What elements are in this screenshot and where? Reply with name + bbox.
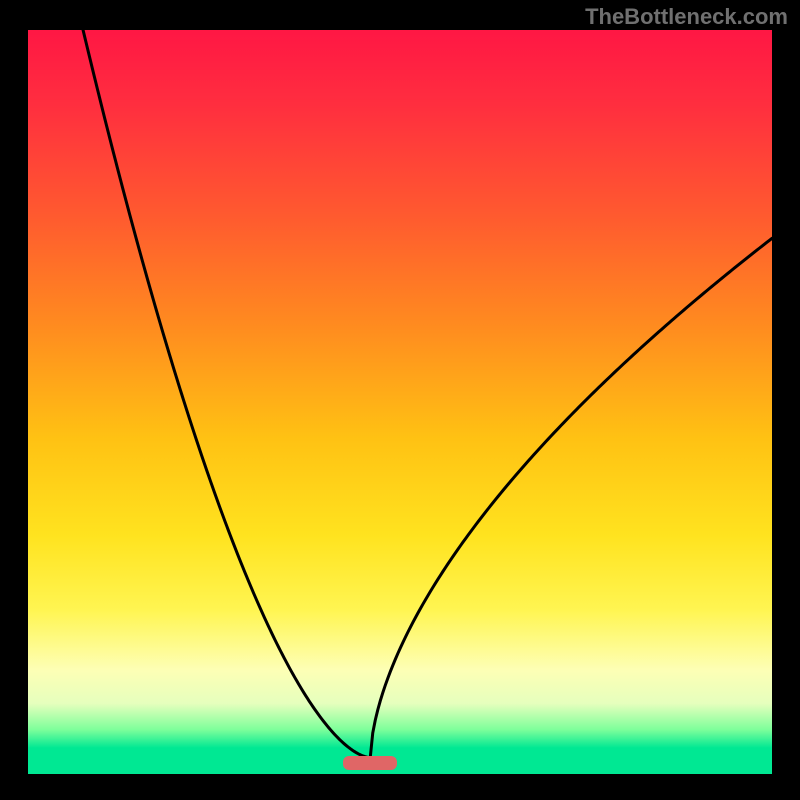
chart-background-gradient [28, 30, 772, 774]
chart-plot-area [28, 30, 772, 774]
watermark-text: TheBottleneck.com [585, 4, 788, 30]
chart-svg [28, 30, 772, 774]
vertex-marker [343, 756, 397, 770]
